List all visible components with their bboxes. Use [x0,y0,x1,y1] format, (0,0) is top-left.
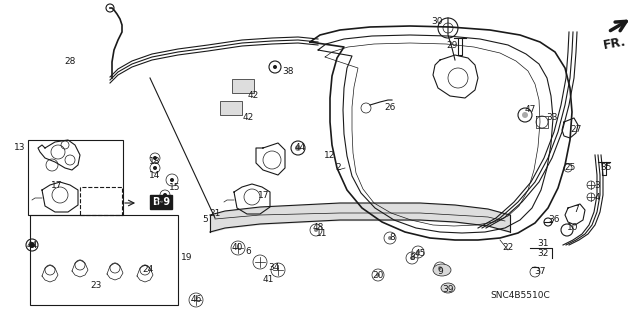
Text: 41: 41 [262,276,274,285]
Circle shape [522,112,528,118]
Text: 13: 13 [14,144,26,152]
Text: 17: 17 [51,181,63,189]
Text: 27: 27 [570,125,582,135]
Text: 42: 42 [243,114,253,122]
Text: 8: 8 [389,233,395,241]
Text: 36: 36 [548,216,560,225]
Text: 48: 48 [312,224,324,233]
Text: 25: 25 [564,164,576,173]
Text: 5: 5 [202,216,208,225]
Text: 12: 12 [324,151,336,160]
Text: 2: 2 [335,164,341,173]
Text: 14: 14 [149,170,161,180]
Bar [232,79,254,93]
Text: FR.: FR. [602,35,627,52]
Text: 31: 31 [537,239,548,248]
Ellipse shape [441,283,455,293]
Text: 21: 21 [209,209,221,218]
Text: 44: 44 [294,144,306,152]
Bar [220,101,242,115]
Text: 28: 28 [64,57,76,66]
Bar [30,215,178,305]
Text: 6: 6 [245,248,251,256]
Text: 44: 44 [26,241,38,249]
Text: 23: 23 [90,280,102,290]
Text: 24: 24 [142,265,154,275]
Text: 39: 39 [442,285,454,293]
Circle shape [314,228,318,232]
Circle shape [410,256,414,260]
Text: 26: 26 [384,103,396,113]
Circle shape [416,250,420,254]
Text: 7: 7 [573,205,579,214]
Circle shape [170,178,174,182]
Text: B-9: B-9 [152,197,170,207]
Text: 42: 42 [248,91,259,100]
Circle shape [295,145,301,151]
Text: 17: 17 [259,190,269,199]
Text: 40: 40 [231,242,243,251]
Circle shape [153,156,157,160]
Text: 20: 20 [372,271,384,279]
Circle shape [163,193,167,197]
Text: 19: 19 [181,253,193,262]
Text: 38: 38 [282,68,294,77]
Text: 16: 16 [154,198,166,207]
Text: 11: 11 [316,229,328,239]
Text: 37: 37 [534,268,546,277]
Text: 34: 34 [268,263,280,271]
Text: 30: 30 [431,18,443,26]
Circle shape [438,266,442,270]
Text: 46: 46 [190,295,202,305]
Circle shape [153,166,157,170]
Text: 10: 10 [567,224,579,233]
Text: 18: 18 [149,158,161,167]
Text: 35: 35 [600,164,612,173]
Text: 32: 32 [538,249,548,257]
Circle shape [273,65,277,69]
Text: 3: 3 [594,182,600,190]
Text: 45: 45 [414,249,426,257]
Text: 22: 22 [502,243,514,253]
Text: 9: 9 [437,268,443,277]
Ellipse shape [433,264,451,276]
Bar [80,187,122,215]
Text: 29: 29 [446,41,458,50]
Text: 4: 4 [594,192,600,202]
Text: 47: 47 [524,106,536,115]
Text: 8: 8 [409,254,415,263]
Text: 33: 33 [547,113,557,122]
Text: 15: 15 [169,183,180,192]
Circle shape [376,273,380,277]
Bar [28,140,123,215]
Circle shape [388,236,392,240]
Circle shape [29,242,35,248]
Text: SNC4B5510C: SNC4B5510C [490,291,550,300]
